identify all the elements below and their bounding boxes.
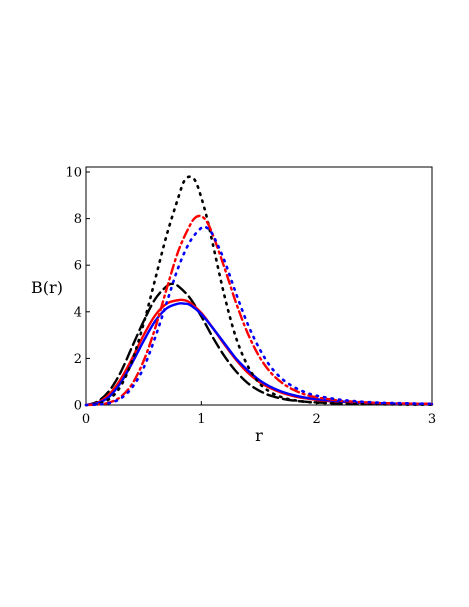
series-line-6 [84, 225, 434, 407]
y-tick-label: 8 [74, 212, 82, 227]
y-tick-label: 2 [74, 352, 82, 367]
x-tick-label: 2 [313, 412, 321, 427]
plot-frame [85, 166, 433, 406]
y-tick-label: 4 [74, 305, 82, 320]
series-line-4 [84, 175, 434, 407]
y-tick-label: 6 [74, 259, 82, 274]
y-tick-label: 10 [65, 166, 82, 181]
y-axis-title: B(r) [31, 278, 63, 297]
series-line-5 [84, 214, 434, 407]
x-tick-label: 3 [428, 412, 436, 427]
x-axis-title: r [255, 426, 263, 445]
series-layer [84, 175, 434, 407]
y-tick-label: 0 [74, 399, 82, 414]
x-tick-label: 1 [197, 412, 205, 427]
axis-ticks: 0 1 2 3 0 2 4 6 8 10 [65, 166, 436, 428]
x-tick-label: 0 [82, 412, 90, 427]
